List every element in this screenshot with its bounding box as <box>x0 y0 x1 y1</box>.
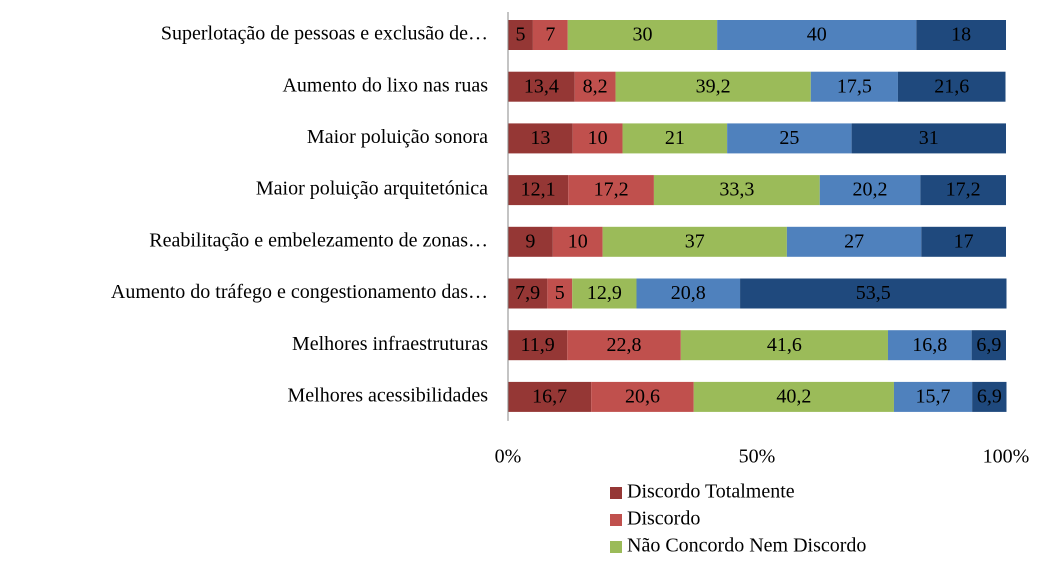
data-label: 6,9 <box>976 334 1001 356</box>
data-label: 10 <box>588 127 608 149</box>
data-label: 17,2 <box>594 179 629 201</box>
bar-segment <box>508 226 553 257</box>
bar-segment <box>572 278 637 309</box>
data-label: 7 <box>545 24 555 46</box>
bar-segment <box>508 175 569 206</box>
bar-segment <box>740 278 1007 309</box>
bar-segment <box>972 381 1007 412</box>
data-label: 6,9 <box>977 385 1002 407</box>
data-label: 16,7 <box>532 385 567 407</box>
bar-segment <box>810 71 898 102</box>
data-label: 25 <box>779 127 799 149</box>
bar-segment <box>568 175 654 206</box>
category-label: Melhores acessibilidades <box>288 384 489 406</box>
data-label: 21 <box>665 127 685 149</box>
bar-segment <box>920 175 1006 206</box>
bar-segment <box>971 330 1006 361</box>
bar-segment <box>615 71 811 102</box>
category-label: Superlotação de pessoas e exclusão de… <box>161 23 488 45</box>
legend-label: Discordo Totalmente <box>627 481 795 503</box>
bar-segment <box>693 381 894 412</box>
category-label: Maior poluição sonora <box>307 126 488 148</box>
bar-segment <box>653 175 820 206</box>
data-label: 5 <box>515 24 525 46</box>
data-label: 12,9 <box>587 282 622 304</box>
bar-segment <box>717 20 917 50</box>
bar-segment <box>602 226 787 257</box>
bar-segment <box>786 226 922 257</box>
bar-segment <box>567 330 681 361</box>
bar-segment <box>574 71 616 102</box>
bar-segment <box>508 278 548 309</box>
bar-segment <box>547 278 573 309</box>
data-label: 5 <box>555 282 565 304</box>
bar-segment <box>591 381 694 412</box>
data-label: 20,8 <box>671 282 706 304</box>
legend-swatch <box>610 541 622 553</box>
bar-segment <box>567 20 718 50</box>
legend-swatch <box>610 487 622 499</box>
data-label: 17,2 <box>946 179 981 201</box>
data-label: 15,7 <box>916 385 951 407</box>
data-label: 17,5 <box>837 75 872 97</box>
x-tick-label: 100% <box>983 446 1030 468</box>
data-label: 39,2 <box>696 75 731 97</box>
data-label: 30 <box>632 24 652 46</box>
data-label: 40 <box>807 24 827 46</box>
bar-segment <box>532 20 568 50</box>
data-label: 13,4 <box>524 75 559 97</box>
data-label: 10 <box>568 230 588 252</box>
data-label: 22,8 <box>607 334 642 356</box>
data-label: 8,2 <box>583 75 608 97</box>
category-label: Melhores infraestruturas <box>292 333 488 355</box>
bar-segment <box>508 123 573 154</box>
bar-segment <box>572 123 623 154</box>
bar-segment <box>680 330 888 361</box>
data-label: 41,6 <box>767 334 802 356</box>
bar-segment <box>819 175 921 206</box>
category-label: Aumento do lixo nas ruas <box>282 74 488 96</box>
bar-segment <box>851 123 1006 154</box>
data-label: 12,1 <box>521 179 556 201</box>
bar-segment <box>727 123 852 154</box>
legend-swatch <box>610 514 622 526</box>
category-label: Reabilitação e embelezamento de zonas… <box>149 229 488 251</box>
data-label: 13 <box>530 127 550 149</box>
data-label: 53,5 <box>856 282 891 304</box>
category-label: Aumento do tráfego e congestionamento da… <box>111 281 488 303</box>
data-label: 40,2 <box>776 385 811 407</box>
data-label: 7,9 <box>515 282 540 304</box>
bar-segment <box>897 71 1006 102</box>
data-label: 20,2 <box>853 179 888 201</box>
data-label: 37 <box>685 230 705 252</box>
bar-segment <box>916 20 1006 50</box>
bar-segment <box>893 381 973 412</box>
bar-segment <box>636 278 741 309</box>
data-label: 33,3 <box>719 179 754 201</box>
data-label: 18 <box>951 24 971 46</box>
bar-segment <box>921 226 1006 257</box>
data-label: 17 <box>954 230 974 252</box>
bar-segment <box>622 123 728 154</box>
data-label: 20,6 <box>625 385 660 407</box>
data-label: 27 <box>844 230 864 252</box>
bar-segment <box>887 330 972 361</box>
data-label: 21,6 <box>934 75 969 97</box>
x-tick-label: 0% <box>495 446 522 468</box>
legend-label: Discordo <box>627 508 700 530</box>
legend-label: Não Concordo Nem Discordo <box>627 535 866 557</box>
data-label: 11,9 <box>520 334 554 356</box>
bar-segment <box>508 71 575 102</box>
data-label: 16,8 <box>912 334 947 356</box>
data-label: 9 <box>525 230 535 252</box>
bar-segment <box>508 381 592 412</box>
x-tick-label: 50% <box>739 446 776 468</box>
bar-segment <box>552 226 603 257</box>
category-label: Maior poluição arquitetónica <box>256 178 488 200</box>
bar-segment <box>508 330 568 361</box>
data-label: 31 <box>919 127 939 149</box>
bar-segment <box>508 20 533 50</box>
